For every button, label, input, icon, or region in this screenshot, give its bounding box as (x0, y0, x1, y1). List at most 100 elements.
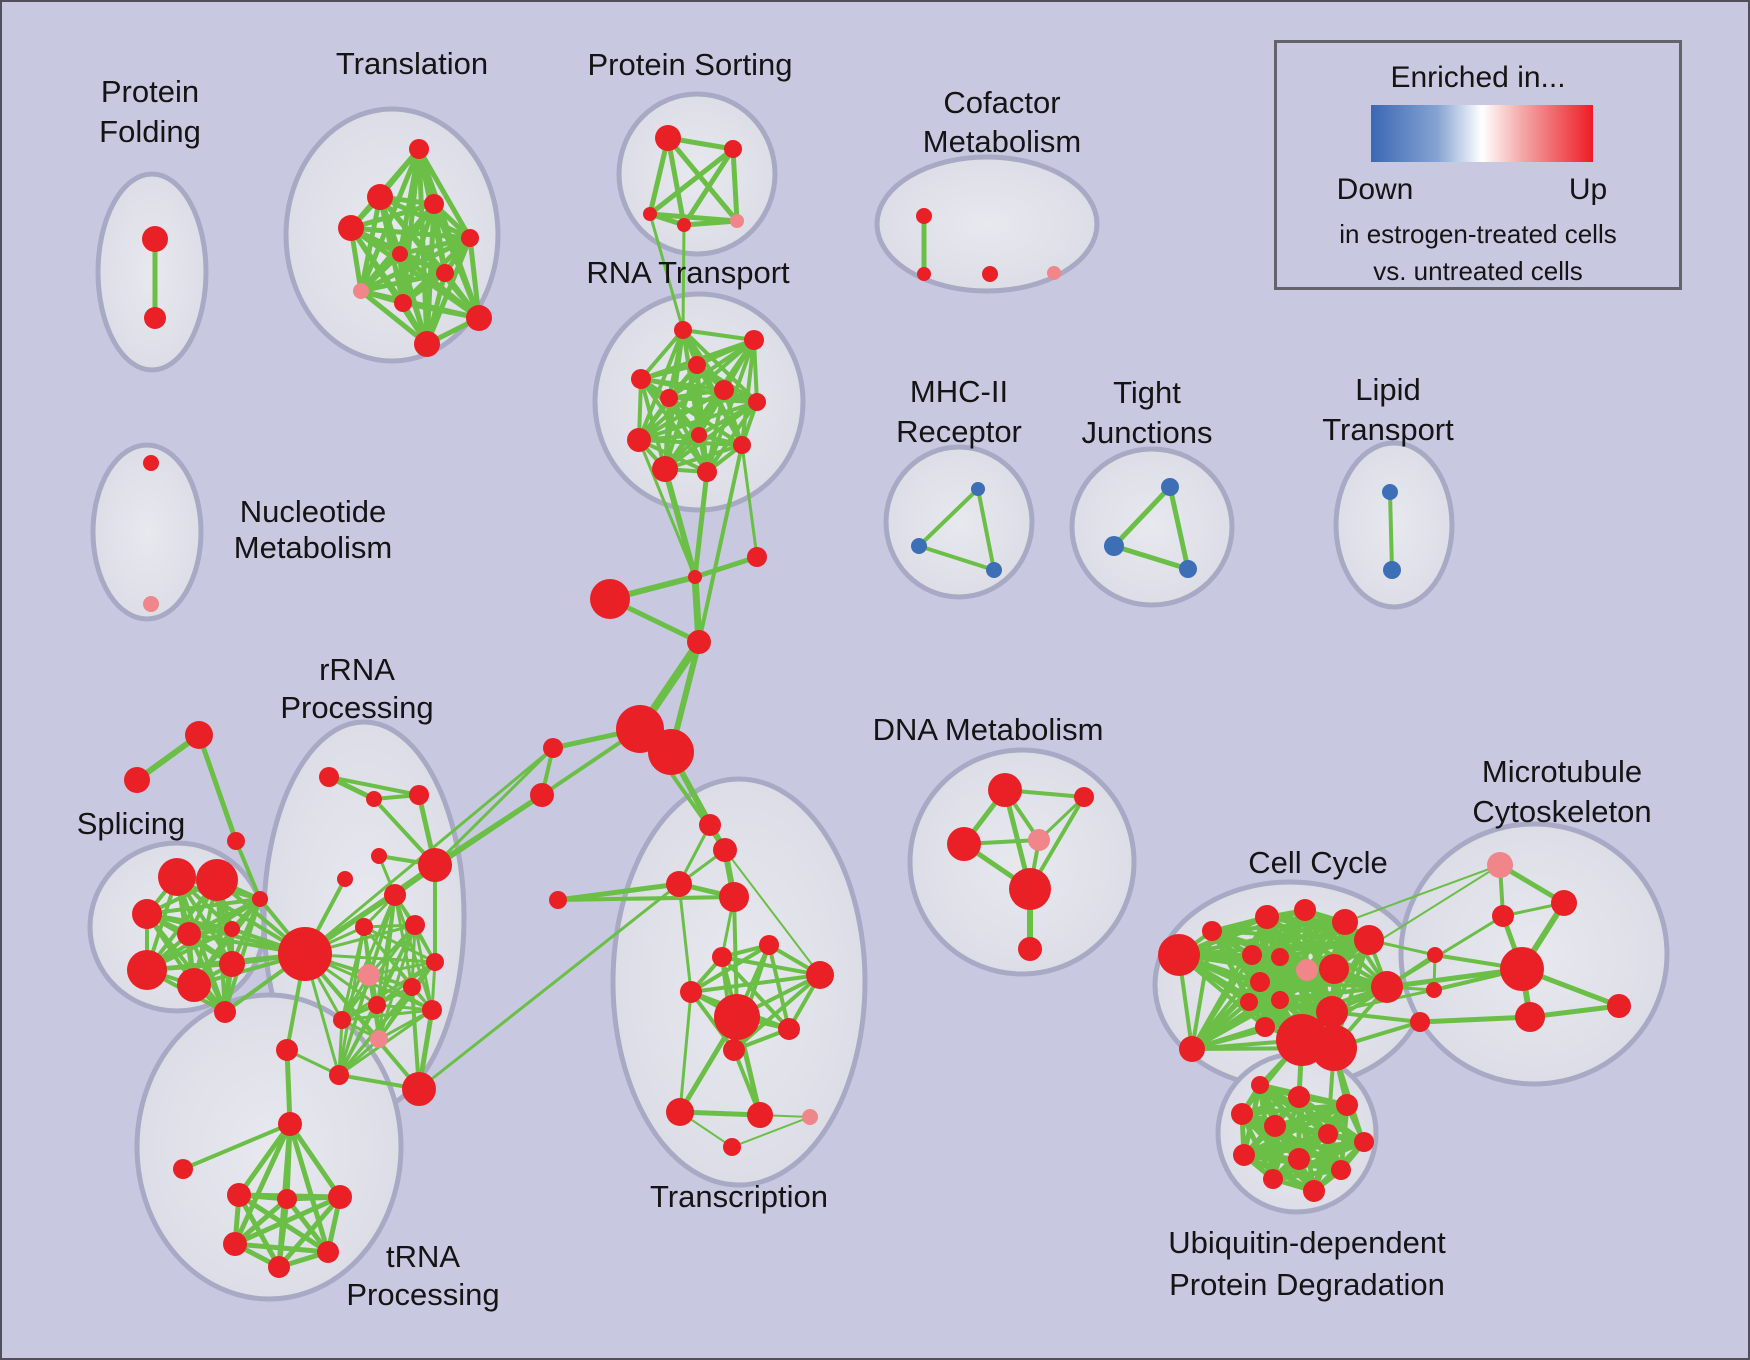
node-u2[interactable] (1288, 1086, 1310, 1108)
node-h1[interactable] (747, 547, 767, 567)
node-u5[interactable] (1264, 1115, 1286, 1137)
node-d2[interactable] (947, 827, 981, 861)
node-th[interactable] (278, 1112, 302, 1136)
node-t3[interactable] (424, 194, 444, 214)
node-x5[interactable] (778, 1018, 800, 1040)
node-x8[interactable] (747, 1102, 773, 1128)
node-ps1[interactable] (655, 125, 681, 151)
node-tr2[interactable] (277, 1189, 297, 1209)
node-s7[interactable] (127, 950, 167, 990)
node-cc8[interactable] (1371, 971, 1403, 1003)
node-u3[interactable] (1336, 1094, 1358, 1116)
node-cc1[interactable] (1255, 905, 1279, 929)
node-u7[interactable] (1354, 1132, 1374, 1152)
node-s1[interactable] (158, 858, 196, 896)
node-x3[interactable] (806, 961, 834, 989)
node-cc9[interactable] (1250, 972, 1270, 992)
node-mt5[interactable] (1427, 947, 1443, 963)
node-cc12[interactable] (1240, 993, 1258, 1011)
node-cc4[interactable] (1354, 925, 1384, 955)
node-t2[interactable] (367, 184, 393, 210)
node-rt12[interactable] (697, 462, 717, 482)
node-tj3[interactable] (1179, 560, 1197, 578)
node-r6[interactable] (418, 848, 452, 882)
node-s3[interactable] (132, 899, 162, 929)
node-m1[interactable] (971, 482, 985, 496)
node-m2[interactable] (911, 538, 927, 554)
node-mt7[interactable] (1410, 1012, 1430, 1032)
node-r17[interactable] (329, 1065, 349, 1085)
node-ps4[interactable] (677, 218, 691, 232)
node-s4[interactable] (177, 922, 201, 946)
node-tj1[interactable] (1161, 478, 1179, 496)
node-mt6[interactable] (1426, 982, 1442, 998)
node-spb[interactable] (124, 767, 150, 793)
node-ps2[interactable] (724, 140, 742, 158)
node-nm2[interactable] (143, 596, 159, 612)
node-tleft[interactable] (549, 891, 567, 909)
node-r14[interactable] (426, 953, 444, 971)
node-h2[interactable] (688, 570, 702, 584)
node-c1[interactable] (543, 738, 563, 758)
node-r4[interactable] (371, 848, 387, 864)
node-cf3[interactable] (982, 266, 998, 282)
node-h4[interactable] (687, 630, 711, 654)
node-t7[interactable] (436, 264, 454, 282)
node-rt1[interactable] (674, 321, 692, 339)
node-tr5[interactable] (317, 1241, 339, 1263)
node-x1[interactable] (712, 947, 732, 967)
node-x6[interactable] (723, 1039, 745, 1061)
node-s5[interactable] (224, 921, 240, 937)
node-r5[interactable] (337, 871, 353, 887)
node-pf2[interactable] (144, 307, 166, 329)
node-u4[interactable] (1231, 1103, 1253, 1125)
node-r3[interactable] (409, 785, 429, 805)
node-rt9[interactable] (627, 428, 651, 452)
node-r11[interactable] (368, 996, 386, 1014)
node-t9[interactable] (394, 294, 412, 312)
node-cc3[interactable] (1332, 909, 1358, 935)
node-cc13[interactable] (1255, 1017, 1275, 1037)
node-cc5[interactable] (1242, 945, 1262, 965)
node-ps5[interactable] (730, 214, 744, 228)
node-r8[interactable] (405, 915, 425, 935)
node-tr6[interactable] (268, 1256, 290, 1278)
node-l1[interactable] (1382, 484, 1398, 500)
node-xp[interactable] (802, 1109, 818, 1125)
node-d1[interactable] (988, 773, 1022, 807)
node-cf2[interactable] (917, 267, 931, 281)
node-bh2[interactable] (648, 729, 694, 775)
node-hub[interactable] (278, 927, 332, 981)
node-ccL[interactable] (1158, 934, 1200, 976)
node-r12[interactable] (333, 1011, 351, 1029)
node-mtp[interactable] (1487, 852, 1513, 878)
node-d5[interactable] (1009, 868, 1051, 910)
node-r13[interactable] (422, 1000, 442, 1020)
node-d6[interactable] (1018, 937, 1042, 961)
node-d3[interactable] (1074, 787, 1094, 807)
node-tc1[interactable] (699, 814, 721, 836)
node-cc10[interactable] (1271, 991, 1289, 1009)
node-s10[interactable] (214, 1001, 236, 1023)
node-rt3[interactable] (688, 356, 706, 374)
node-rt8[interactable] (691, 427, 707, 443)
node-u11[interactable] (1263, 1169, 1283, 1189)
node-rt5[interactable] (714, 380, 734, 400)
node-r9[interactable] (355, 918, 373, 936)
node-t8[interactable] (353, 283, 369, 299)
node-rt10[interactable] (733, 436, 751, 454)
node-u6[interactable] (1318, 1124, 1338, 1144)
node-cf4[interactable] (1047, 266, 1061, 280)
node-mtb[interactable] (1500, 947, 1544, 991)
node-r2[interactable] (366, 791, 382, 807)
node-s6[interactable] (252, 891, 268, 907)
node-t5[interactable] (461, 229, 479, 247)
node-l2[interactable] (1383, 561, 1401, 579)
node-r16[interactable] (402, 1072, 436, 1106)
node-ch2[interactable] (1311, 1025, 1357, 1071)
node-tc2[interactable] (713, 838, 737, 862)
node-t6[interactable] (392, 246, 408, 262)
node-s8[interactable] (177, 968, 211, 1002)
node-t10[interactable] (466, 305, 492, 331)
node-u1[interactable] (1251, 1076, 1269, 1094)
